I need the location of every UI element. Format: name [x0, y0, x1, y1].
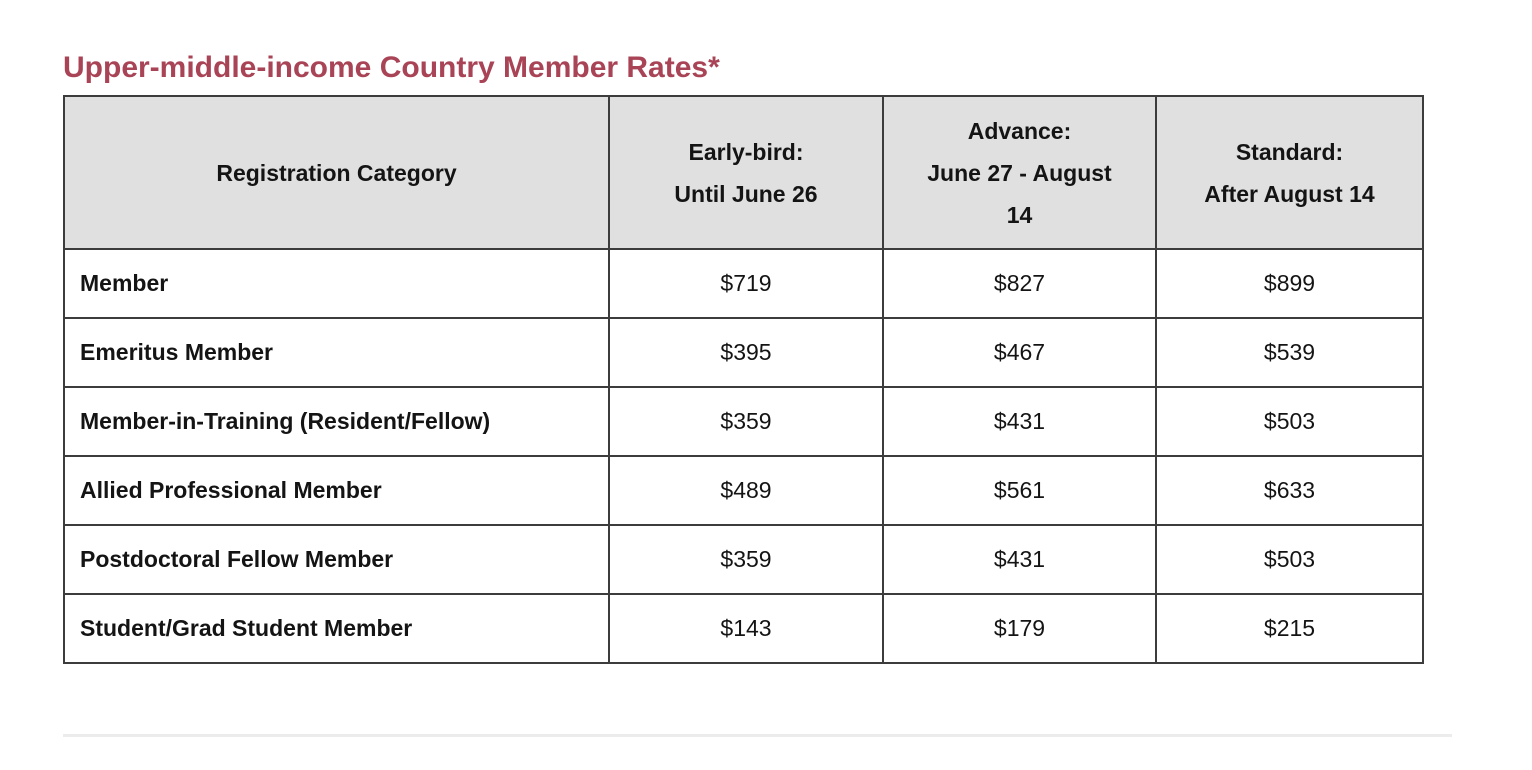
header-line: June 27 - August	[927, 159, 1112, 186]
cell-standard: $899	[1155, 248, 1424, 319]
member-rates-table: Registration Category Early-bird: Until …	[63, 95, 1424, 664]
header-line: After August 14	[1204, 180, 1375, 207]
cell-standard: $503	[1155, 386, 1424, 457]
cell-standard: $539	[1155, 317, 1424, 388]
cell-advance: $179	[882, 593, 1157, 664]
cell-standard: $503	[1155, 524, 1424, 595]
row-postdoctoral-fellow-member: Postdoctoral Fellow Member $359 $431 $50…	[63, 524, 1424, 595]
header-line: Until June 26	[674, 180, 818, 207]
header-line: Registration Category	[216, 159, 457, 186]
cell-standard: $633	[1155, 455, 1424, 526]
bottom-divider	[63, 734, 1452, 737]
table-header-row: Registration Category Early-bird: Until …	[63, 95, 1424, 250]
cell-category: Member	[63, 248, 610, 319]
row-emeritus-member: Emeritus Member $395 $467 $539	[63, 317, 1424, 388]
cell-early-bird: $143	[608, 593, 884, 664]
page-title: Upper-middle-income Country Member Rates…	[63, 51, 720, 84]
cell-category: Emeritus Member	[63, 317, 610, 388]
row-member-in-training: Member-in-Training (Resident/Fellow) $35…	[63, 386, 1424, 457]
cell-standard: $215	[1155, 593, 1424, 664]
header-standard: Standard: After August 14	[1155, 95, 1424, 250]
cell-advance: $431	[882, 524, 1157, 595]
header-line: Advance:	[967, 117, 1072, 144]
cell-category: Student/Grad Student Member	[63, 593, 610, 664]
header-early-bird: Early-bird: Until June 26	[608, 95, 884, 250]
cell-category: Postdoctoral Fellow Member	[63, 524, 610, 595]
row-allied-professional-member: Allied Professional Member $489 $561 $63…	[63, 455, 1424, 526]
header-advance: Advance: June 27 - August 14	[882, 95, 1157, 250]
cell-early-bird: $395	[608, 317, 884, 388]
cell-early-bird: $489	[608, 455, 884, 526]
row-member: Member $719 $827 $899	[63, 248, 1424, 319]
cell-early-bird: $359	[608, 386, 884, 457]
header-line: Early-bird:	[688, 138, 804, 165]
cell-advance: $467	[882, 317, 1157, 388]
cell-advance: $431	[882, 386, 1157, 457]
header-line: 14	[1006, 201, 1033, 228]
cell-advance: $827	[882, 248, 1157, 319]
cell-advance: $561	[882, 455, 1157, 526]
header-line: Standard:	[1235, 138, 1344, 165]
cell-early-bird: $359	[608, 524, 884, 595]
cell-early-bird: $719	[608, 248, 884, 319]
row-student-grad-student-member: Student/Grad Student Member $143 $179 $2…	[63, 593, 1424, 664]
header-registration-category: Registration Category	[63, 95, 610, 250]
cell-category: Allied Professional Member	[63, 455, 610, 526]
cell-category: Member-in-Training (Resident/Fellow)	[63, 386, 610, 457]
